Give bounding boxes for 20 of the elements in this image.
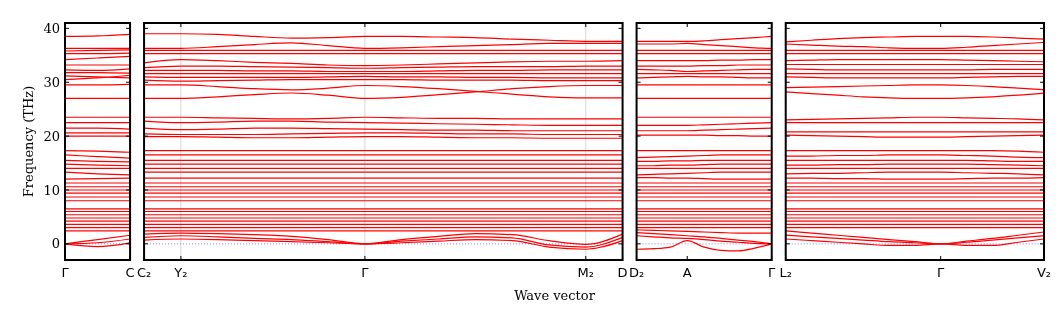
x-tick-label: A	[682, 265, 692, 280]
x-tick-label: D₂	[628, 265, 645, 280]
x-tick-label: Γ	[61, 265, 70, 280]
x-tick-label: M₂	[577, 265, 594, 280]
y-tick-label: 20	[43, 128, 60, 144]
y-tick-label: 40	[43, 20, 60, 36]
x-tick-label: D	[617, 265, 628, 280]
x-tick-label: Γ	[768, 265, 777, 280]
x-tick-label: Γ	[937, 265, 946, 280]
x-tick-label: Y₂	[173, 265, 188, 280]
y-tick-label: 0	[51, 236, 60, 252]
y-tick-label: 10	[43, 182, 60, 198]
x-tick-label: Γ	[361, 265, 370, 280]
x-axis-title: Wave vector	[514, 288, 596, 303]
x-tick-label: C	[125, 265, 135, 280]
x-tick-label: V₂	[1036, 265, 1052, 280]
y-tick-label: 30	[43, 74, 60, 90]
x-tick-label: C₂	[136, 265, 152, 280]
x-tick-label: L₂	[779, 265, 792, 280]
y-axis-title: Frequency (THz)	[21, 85, 36, 198]
